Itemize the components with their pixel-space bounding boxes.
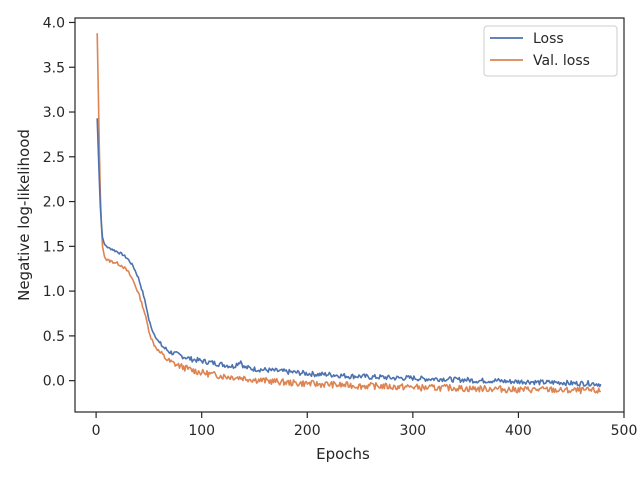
x-tick-label: 500 <box>611 423 638 439</box>
y-axis-label: Negative log-likelihood <box>15 129 33 301</box>
legend: Loss Val. loss <box>483 25 618 77</box>
legend-label-loss: Loss <box>533 31 564 47</box>
x-tick-label: 300 <box>399 423 426 439</box>
y-tick-label: 3.0 <box>43 105 65 121</box>
val-loss-line <box>96 33 601 395</box>
x-tick-label: 100 <box>188 423 215 439</box>
y-tick-label: 4.0 <box>43 15 65 31</box>
y-tick-label: 1.0 <box>43 284 65 300</box>
y-tick-label: 1.5 <box>43 239 65 255</box>
y-axis: 0.0 0.5 1.0 1.5 2.0 2.5 3.0 3.5 4.0 <box>43 15 75 390</box>
x-axis-label: Epochs <box>316 445 370 463</box>
x-tick-label: 0 <box>92 423 101 439</box>
x-axis: 0 100 200 300 400 500 <box>92 412 638 439</box>
plot-area <box>74 17 625 413</box>
y-tick-label: 0.0 <box>43 374 65 390</box>
x-tick-label: 400 <box>505 423 532 439</box>
loss-line <box>96 118 602 388</box>
y-tick-label: 2.5 <box>43 150 65 166</box>
y-tick-label: 3.5 <box>43 60 65 76</box>
legend-label-val-loss: Val. loss <box>533 53 590 69</box>
y-tick-label: 0.5 <box>43 329 65 345</box>
series-layer <box>96 33 602 395</box>
y-tick-label: 2.0 <box>43 195 65 211</box>
x-tick-label: 200 <box>294 423 321 439</box>
